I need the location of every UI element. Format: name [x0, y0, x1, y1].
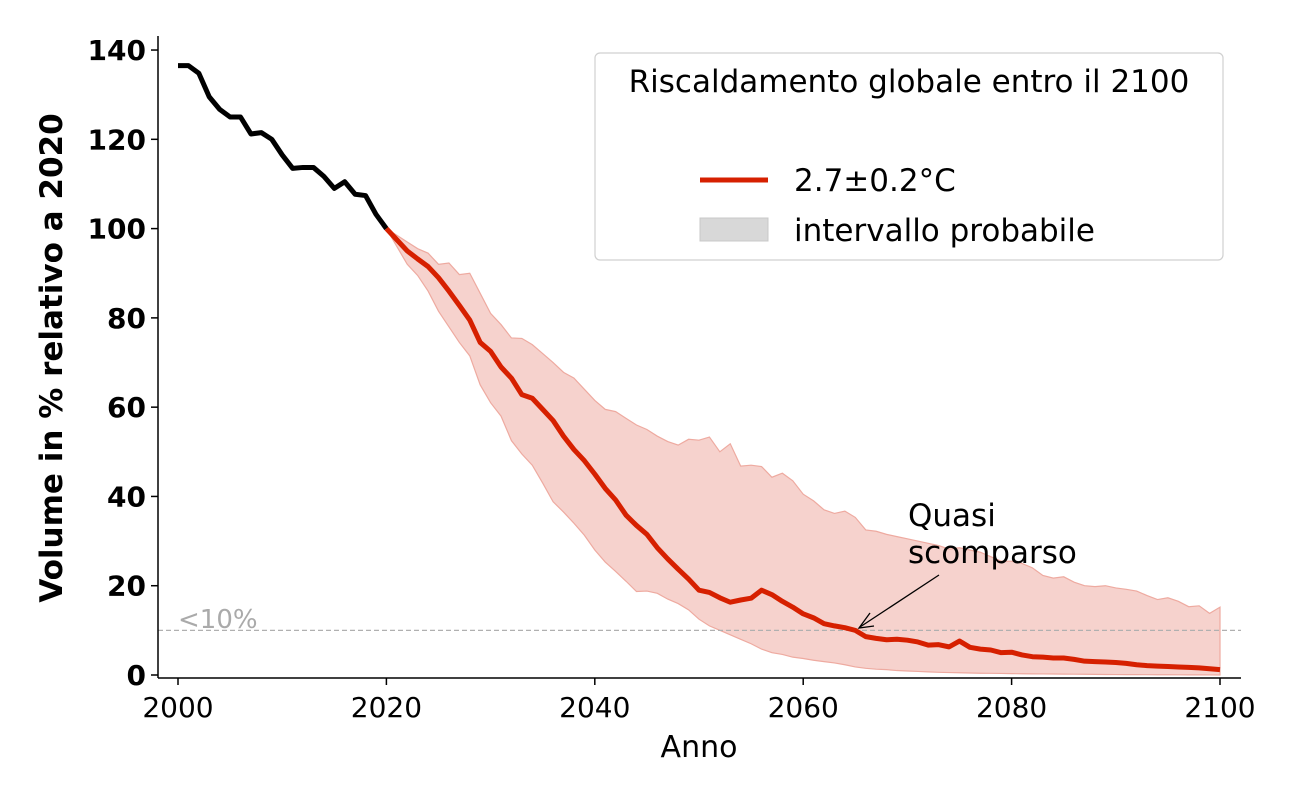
x-tick-label: 2060: [768, 691, 839, 724]
y-tick-label: 0: [127, 659, 146, 692]
y-tick-label: 60: [107, 391, 146, 424]
annotation: Quasi scomparso: [857, 498, 1077, 629]
legend-entry-projection: 2.7±0.2°C: [794, 163, 956, 199]
x-tick-label: 2100: [1184, 691, 1255, 724]
annotation-arrow: [859, 574, 940, 628]
band-layer: [385, 228, 1221, 676]
x-tick-label: 2040: [559, 691, 630, 724]
annotation-text-line2: scomparso: [908, 535, 1077, 571]
x-tick-label: 2020: [351, 691, 422, 724]
legend-entry-band: intervallo probabile: [794, 213, 1095, 249]
likely-range-band: [385, 228, 1221, 676]
projection-line: [384, 226, 1221, 673]
annotation-arrowhead: [857, 612, 875, 629]
y-ticks: 0 20 40 60 80 100 120 140: [88, 34, 158, 692]
legend-band-swatch: [699, 217, 769, 242]
historical-line: [178, 63, 389, 231]
x-tick-label: 2000: [142, 691, 213, 724]
threshold-label: <10%: [178, 605, 258, 635]
lines-layer: [178, 63, 1221, 673]
annotation-text-line1: Quasi: [908, 498, 996, 534]
y-tick-label: 20: [107, 570, 146, 603]
y-tick-label: 40: [107, 480, 146, 513]
y-tick-label: 100: [88, 213, 146, 246]
x-tick-label: 2080: [976, 691, 1047, 724]
y-tick-label: 140: [88, 34, 146, 67]
y-tick-label: 80: [107, 302, 146, 335]
y-axis-label: Volume in % relativo a 2020: [34, 113, 70, 602]
legend: Riscaldamento globale entro il 2100 2.7±…: [594, 52, 1224, 261]
y-tick-label: 120: [88, 123, 146, 156]
legend-box: [594, 52, 1224, 261]
legend-title: Riscaldamento globale entro il 2100: [629, 64, 1190, 100]
x-axis-label: Anno: [661, 730, 738, 765]
x-ticks: 2000 2020 2040 2060 2080 2100: [142, 678, 1256, 724]
